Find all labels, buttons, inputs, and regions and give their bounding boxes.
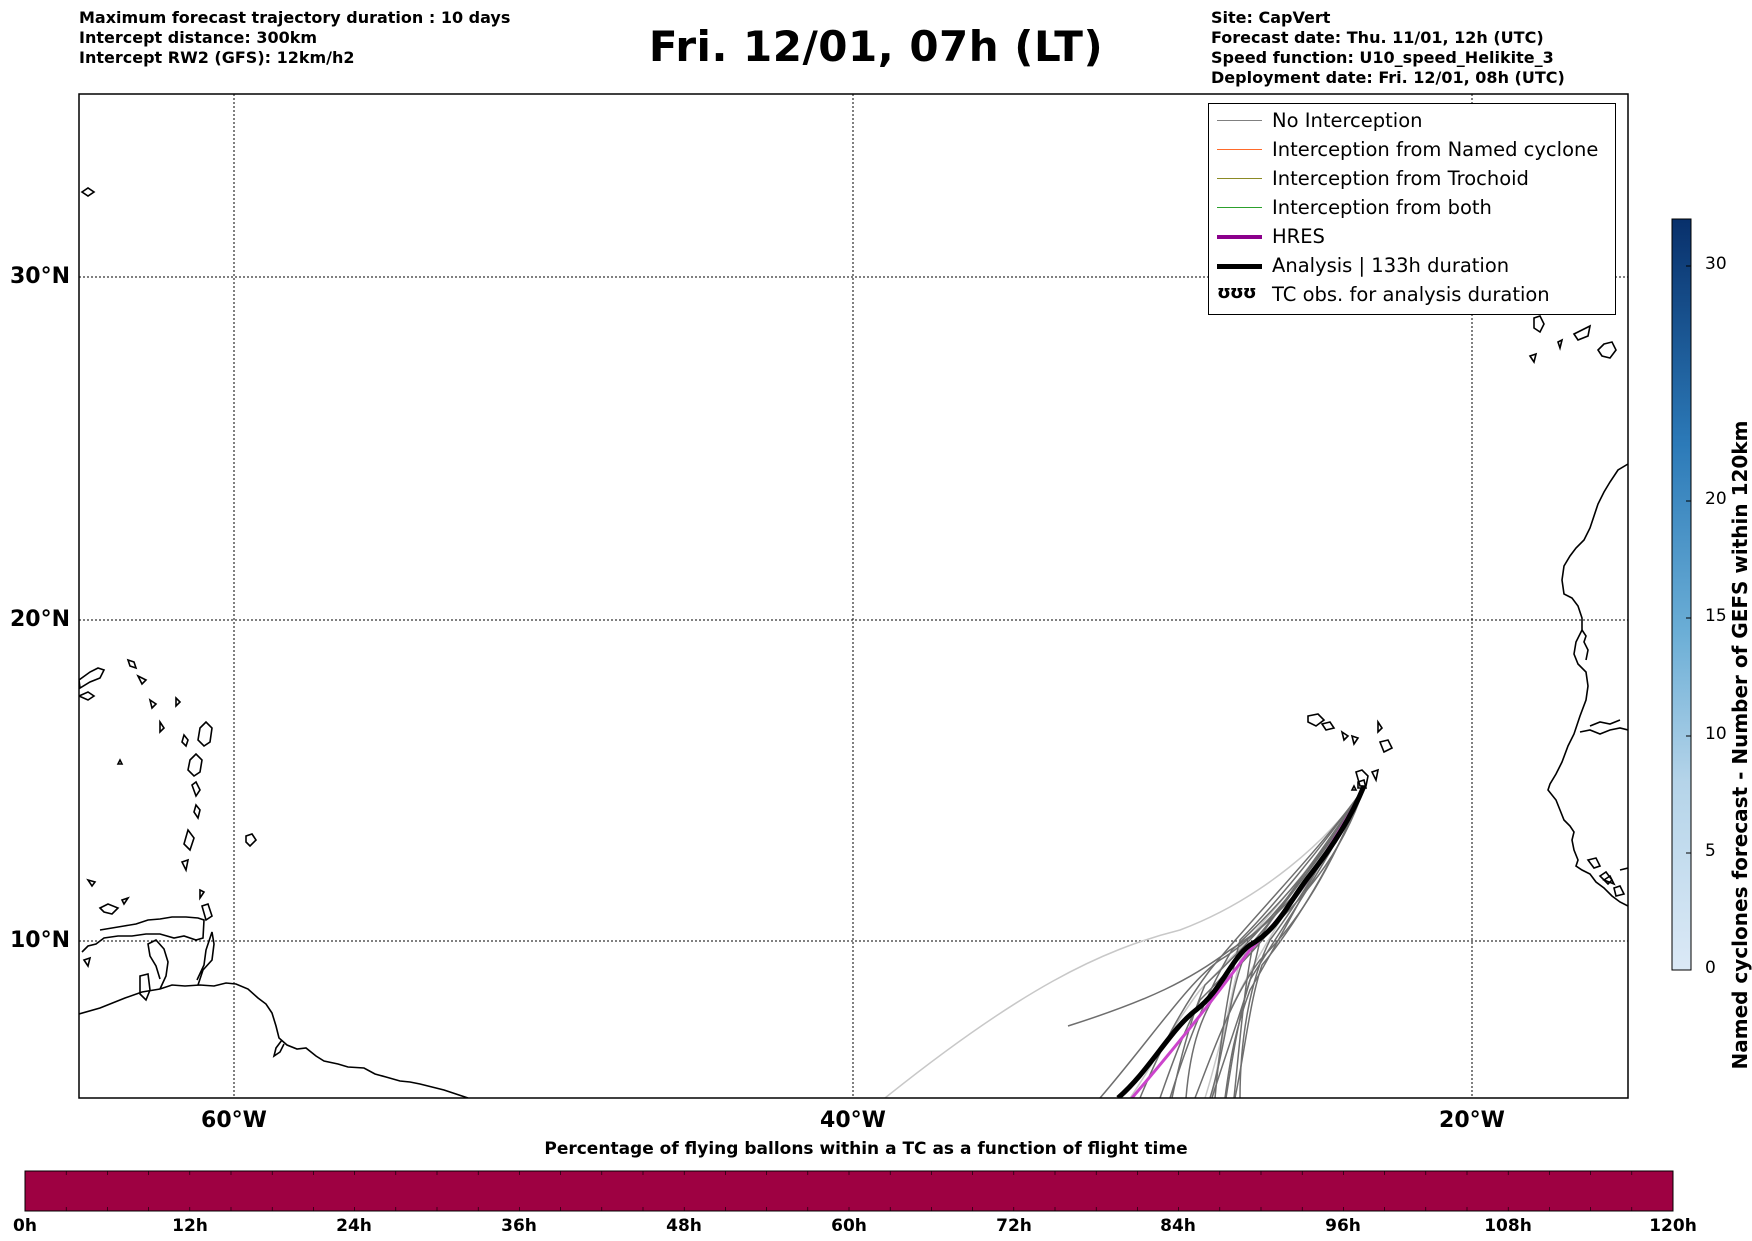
deployment-date-text: Deployment date: Fri. 12/01, 08h (UTC) bbox=[1211, 68, 1565, 87]
time-tick-60h: 60h bbox=[831, 1216, 867, 1236]
legend-swatch bbox=[1217, 120, 1262, 121]
lat-label-20n: 20°N bbox=[9, 607, 70, 632]
colorbar-tick-30: 30 bbox=[1705, 254, 1727, 274]
trajectory-analysis bbox=[1116, 785, 1367, 1098]
speed-function-text: Speed function: U10_speed_Helikite_3 bbox=[1211, 48, 1554, 67]
legend-swatch bbox=[1217, 149, 1262, 150]
time-tick-0h: 0h bbox=[13, 1216, 37, 1236]
site-text: Site: CapVert bbox=[1211, 8, 1331, 27]
legend-item-named-cyclone: Interception from Named cyclone bbox=[1209, 135, 1615, 164]
africa-coast bbox=[1547, 463, 1628, 907]
flight-time-bar-title: Percentage of flying ballons within a TC… bbox=[544, 1139, 1188, 1159]
coastlines bbox=[79, 187, 1628, 1098]
max-duration-text: Maximum forecast trajectory duration : 1… bbox=[79, 8, 511, 27]
site-info: Site: CapVert Forecast date: Thu. 11/01,… bbox=[1211, 8, 1565, 88]
legend-swatch bbox=[1217, 178, 1262, 179]
lon-label-40w: 40°W bbox=[820, 1108, 886, 1133]
lat-label-10n: 10°N bbox=[9, 928, 70, 953]
legend-item-hres: HRES bbox=[1209, 222, 1615, 251]
forecast-date-text: Forecast date: Thu. 11/01, 12h (UTC) bbox=[1211, 28, 1544, 47]
forecast-parameters: Maximum forecast trajectory duration : 1… bbox=[79, 8, 510, 68]
south-america-coast bbox=[79, 982, 469, 1098]
legend-swatch bbox=[1217, 235, 1262, 239]
legend-swatch bbox=[1217, 207, 1262, 208]
tc-obs-symbol-icon: ʊʊʊ bbox=[1217, 282, 1257, 303]
time-tick-72h: 72h bbox=[996, 1216, 1032, 1236]
cyclone-colorbar bbox=[1671, 218, 1692, 971]
lat-label-30n: 30°N bbox=[9, 264, 70, 289]
time-tick-36h: 36h bbox=[501, 1216, 537, 1236]
colorbar-tick-0: 0 bbox=[1705, 958, 1716, 978]
intercept-rw2-text: Intercept RW2 (GFS): 12km/h2 bbox=[79, 48, 355, 67]
page-title: Fri. 12/01, 07h (LT) bbox=[648, 22, 1104, 71]
time-tick-48h: 48h bbox=[666, 1216, 702, 1236]
trajectory-faded bbox=[884, 787, 1365, 1098]
legend-item-trochoid: Interception from Trochoid bbox=[1209, 164, 1615, 193]
time-tick-84h: 84h bbox=[1160, 1216, 1196, 1236]
legend-item-analysis: Analysis | 133h duration bbox=[1209, 251, 1615, 280]
lon-label-20w: 20°W bbox=[1439, 1108, 1505, 1133]
time-tick-24h: 24h bbox=[336, 1216, 372, 1236]
intercept-distance-text: Intercept distance: 300km bbox=[79, 28, 318, 47]
time-tick-120h: 120h bbox=[1649, 1216, 1697, 1236]
colorbar-tick-5: 5 bbox=[1705, 841, 1716, 861]
colorbar-tick-20: 20 bbox=[1705, 489, 1727, 509]
colorbar-tick-15: 15 bbox=[1705, 606, 1727, 626]
cape-verde-islands bbox=[1307, 713, 1326, 727]
trajectories bbox=[884, 785, 1367, 1098]
trajectory-no-interception bbox=[1067, 787, 1365, 1098]
flight-time-colorbar bbox=[24, 1170, 1674, 1212]
map-gridlines bbox=[79, 94, 1628, 1098]
colorbar-tick-10: 10 bbox=[1705, 724, 1727, 744]
legend-item-no-interception: No Interception bbox=[1209, 106, 1615, 135]
legend: No Interception Interception from Named … bbox=[1208, 103, 1616, 315]
time-tick-12h: 12h bbox=[172, 1216, 208, 1236]
time-tick-108h: 108h bbox=[1484, 1216, 1532, 1236]
colorbar-title: Named cyclones forecast - Number of GEFS… bbox=[1728, 420, 1752, 1070]
map-frame bbox=[78, 93, 1629, 1099]
time-tick-96h: 96h bbox=[1325, 1216, 1361, 1236]
legend-item-tc-obs: ʊʊʊ TC obs. for analysis duration bbox=[1217, 282, 1550, 306]
lon-label-60w: 60°W bbox=[201, 1108, 267, 1133]
legend-item-both: Interception from both bbox=[1209, 193, 1615, 222]
legend-swatch bbox=[1217, 264, 1262, 269]
